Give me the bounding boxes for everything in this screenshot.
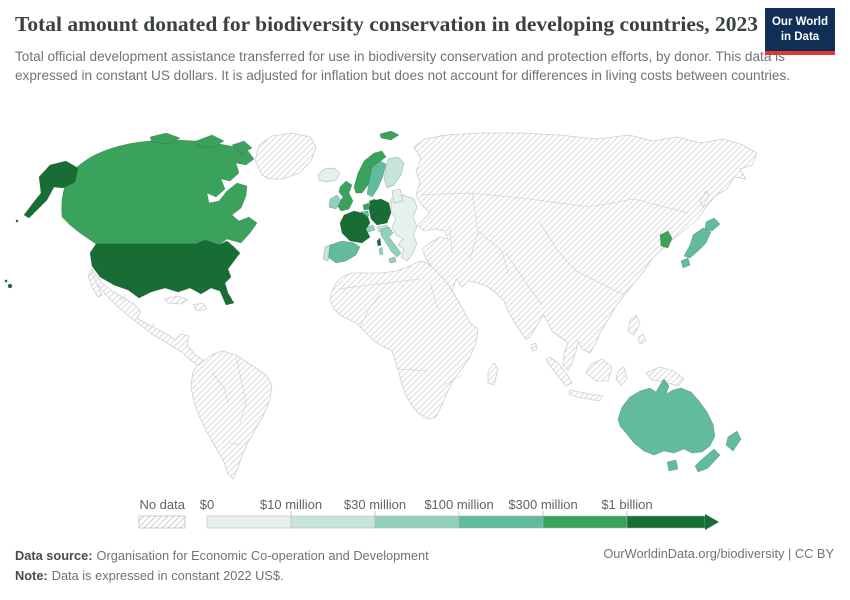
data-source-text: Organisation for Economic Co-operation a… (96, 548, 429, 563)
country-italy (378, 226, 402, 264)
region-sulawesi (615, 366, 628, 386)
data-source-line: Data source: Organisation for Economic Co… (15, 546, 429, 566)
country-portugal (322, 244, 331, 262)
region-cuba (163, 295, 189, 305)
legend-bin-1 (290, 515, 376, 529)
legend-tick-5: $1 billion (601, 497, 652, 512)
legend-no-data-label: No data (139, 497, 185, 512)
legend-color-bar[interactable] (206, 514, 719, 530)
country-iceland (317, 167, 341, 183)
country-japan (680, 217, 721, 269)
region-svalbard (379, 130, 400, 141)
region-mexico-central-america (88, 268, 209, 369)
legend-bin-5 (626, 515, 706, 529)
country-central-eastern-europe (390, 194, 418, 262)
country-finland (383, 156, 405, 189)
region-new-guinea (645, 366, 685, 387)
country-baltic-states (391, 188, 404, 204)
legend-ticks (290, 511, 628, 516)
world-map (0, 130, 850, 490)
legend-bin-3 (458, 515, 544, 529)
region-sri-lanka (530, 342, 538, 352)
legend-bin-4 (542, 515, 628, 529)
region-corsica (376, 237, 382, 247)
legend-tick-4: $300 million (508, 497, 577, 512)
note-text: Data is expressed in constant 2022 US$. (51, 567, 284, 583)
region-philippines-south (637, 333, 647, 345)
legend-bin-2 (374, 515, 460, 529)
country-united-states (4, 160, 241, 306)
region-madagascar (487, 362, 499, 386)
legend-tick-3: $100 million (424, 497, 493, 512)
region-philippines (627, 314, 641, 336)
region-nz-south-island (694, 448, 721, 473)
country-south-korea (659, 230, 673, 249)
region-sumatra (545, 356, 573, 387)
legend-tick-1: $10 million (260, 497, 322, 512)
donor-countries (4, 130, 742, 473)
legend-arrow (705, 514, 719, 530)
country-united-kingdom (336, 180, 354, 212)
region-nz-north-island (725, 430, 742, 452)
country-alaska (23, 160, 79, 219)
owid-logo-line2: in Data (780, 30, 820, 43)
region-sicily (388, 256, 397, 264)
country-ireland (328, 194, 342, 210)
region-borneo (585, 358, 613, 382)
note-label: Note: (15, 567, 48, 583)
region-baja (87, 272, 103, 298)
chart-footer: Data source: Organisation for Economic Co… (15, 546, 834, 586)
data-source-label: Data source: (15, 548, 93, 563)
country-switzerland (366, 224, 376, 233)
legend-no-data-swatch[interactable] (138, 515, 186, 529)
region-africa (329, 260, 479, 420)
legend-bin-0 (206, 515, 292, 529)
map-legend: No data $0 $10 million $30 million $100 … (0, 492, 850, 538)
owid-logo-line1: Our World (771, 16, 828, 28)
country-france (339, 210, 382, 247)
chart-subtitle: Total official development assistance tr… (15, 48, 791, 84)
region-sakhalin (699, 190, 710, 208)
owid-logo[interactable]: Our World in Data (765, 8, 835, 55)
region-hokkaido (704, 217, 721, 232)
hawaii-island (7, 283, 13, 289)
hawaii-island (4, 279, 8, 283)
country-spain (327, 240, 361, 264)
legend-tick-2: $30 million (344, 497, 406, 512)
region-honshu (683, 227, 712, 259)
legend-tick-0: $0 (200, 497, 214, 512)
owid-url-link[interactable]: OurWorldinData.org/biodiversity | CC BY (603, 546, 834, 561)
country-new-zealand (694, 430, 742, 473)
region-tasmania (666, 459, 679, 472)
region-sardinia (378, 246, 384, 256)
country-germany (368, 198, 392, 226)
country-borders (119, 192, 689, 446)
chart-header: Total amount donated for biodiversity co… (15, 10, 835, 86)
region-kyushu (680, 257, 691, 269)
region-hispaniola (192, 302, 208, 312)
country-canada (61, 132, 258, 246)
region-greenland (254, 132, 317, 180)
page-title: Total amount donated for biodiversity co… (15, 12, 758, 36)
region-java (568, 389, 604, 402)
aleutian-island (15, 219, 19, 223)
country-norway (353, 130, 400, 194)
region-south-america (190, 350, 273, 480)
country-australia (617, 378, 716, 472)
country-sweden (366, 160, 387, 198)
no-data-regions (87, 132, 758, 480)
note-line: Note: Data is expressed in constant 2022 … (15, 566, 429, 586)
